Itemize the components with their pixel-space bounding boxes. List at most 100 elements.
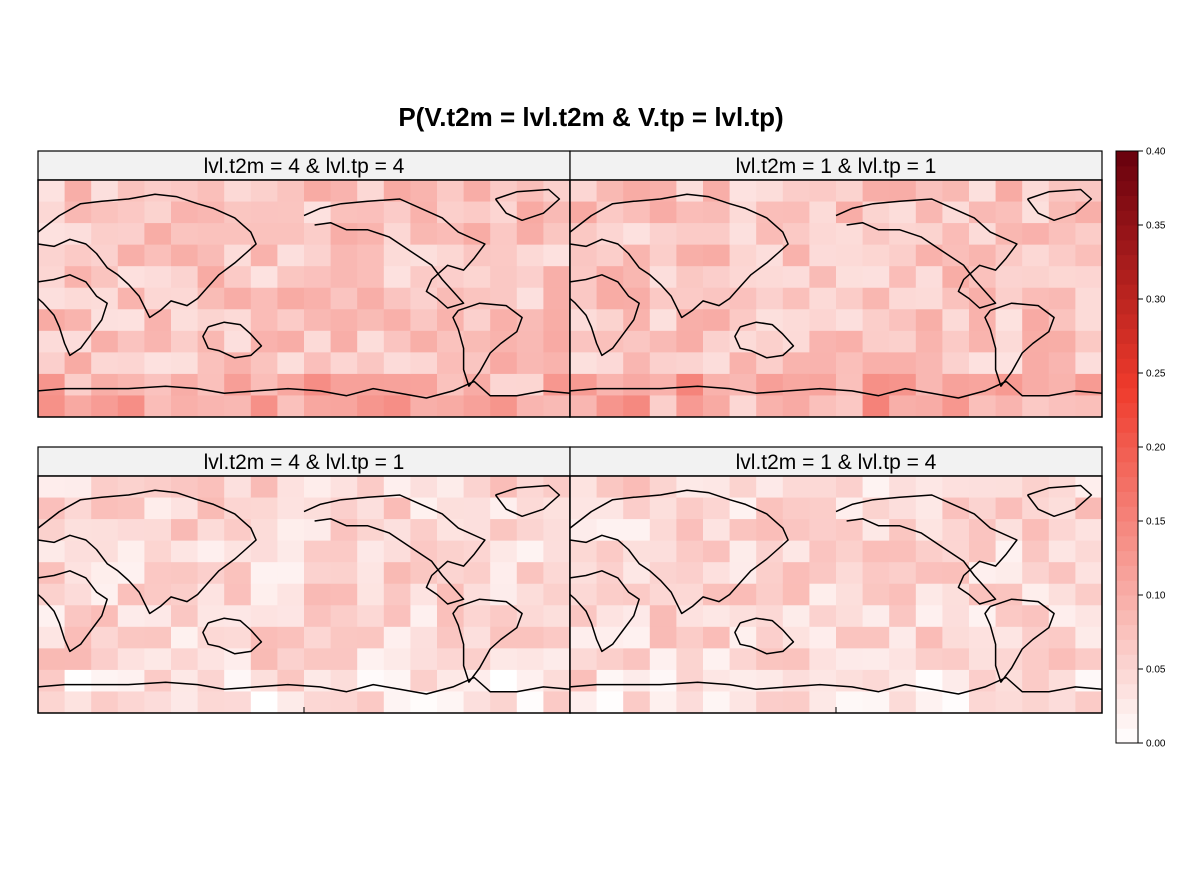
heatmap-cell [463, 691, 491, 714]
heatmap-cell [836, 352, 863, 375]
heatmap-cell [437, 266, 464, 289]
colorbar-tick-label: 0.15 [1146, 517, 1166, 528]
heatmap-cell [250, 540, 278, 563]
heatmap-cell [942, 287, 970, 310]
heatmap-cell [197, 330, 225, 353]
heatmap-cell [889, 669, 917, 692]
heatmap-cell [942, 309, 970, 332]
heatmap-cell [1022, 352, 1050, 375]
heatmap-cell [782, 476, 810, 498]
heatmap-cell [809, 626, 837, 649]
heatmap-cell [197, 691, 225, 714]
heatmap-cell [383, 626, 411, 649]
heatmap-cell [703, 669, 730, 692]
heatmap-cell [516, 244, 544, 267]
heatmap-cell [224, 180, 252, 202]
heatmap-cell [703, 691, 730, 714]
heatmap-cell [570, 180, 597, 202]
heatmap-cell [277, 180, 305, 202]
heatmap-cell [703, 605, 730, 628]
heatmap-cell [64, 395, 92, 418]
heatmap-cell [38, 373, 65, 396]
heatmap-cell [756, 223, 784, 246]
heatmap-cell [623, 180, 651, 202]
heatmap-cell [756, 395, 784, 418]
heatmap-cell [915, 605, 943, 628]
heatmap-cell [623, 669, 651, 692]
heatmap-cell [596, 497, 624, 520]
heatmap-cell [729, 562, 757, 585]
heatmap-cell [809, 583, 837, 606]
heatmap-cell [836, 605, 863, 628]
heatmap-cell [915, 223, 943, 246]
heatmap-cell [437, 330, 464, 353]
heatmap-cell [1048, 691, 1076, 714]
heatmap-cell [463, 626, 491, 649]
heatmap-cell [304, 691, 331, 714]
heatmap-cell [862, 201, 890, 224]
heatmap-cell [277, 201, 305, 224]
panel-strip [37, 446, 571, 477]
heatmap-cell [1048, 605, 1076, 628]
heatmap-cell [889, 519, 917, 542]
colorbar-tick-label: 0.05 [1146, 665, 1166, 676]
heatmap-cell [304, 605, 331, 628]
heatmap-cell [756, 691, 784, 714]
colorbar-step [1116, 313, 1138, 330]
heatmap-cell [437, 309, 464, 332]
heatmap-cell [197, 244, 225, 267]
heatmap-cell [38, 691, 65, 714]
heatmap-cell [995, 395, 1023, 418]
heatmap-cell [969, 201, 996, 224]
heatmap-cell [490, 266, 518, 289]
heatmap-cell [277, 266, 305, 289]
heatmap-cell [516, 309, 544, 332]
heatmap-cell [38, 330, 65, 353]
heatmap-cell [915, 583, 943, 606]
heatmap-cell [437, 605, 464, 628]
heatmap-cell [383, 180, 411, 202]
heatmap-cell [171, 266, 198, 289]
heatmap-cell [410, 395, 438, 418]
heatmap-cell [463, 266, 491, 289]
heatmap-cell [623, 266, 651, 289]
heatmap-cell [543, 373, 571, 396]
heatmap-cell [809, 180, 837, 202]
heatmap-cell [516, 583, 544, 606]
heatmap-cell [676, 395, 704, 418]
heatmap-cell [862, 223, 890, 246]
heatmap-cell [543, 395, 571, 418]
heatmap-cell [969, 395, 996, 418]
heatmap-cell [91, 287, 119, 310]
heatmap-cell [1022, 605, 1050, 628]
heatmap-cell [862, 287, 890, 310]
heatmap-cell [410, 244, 438, 267]
heatmap-cell [117, 605, 145, 628]
heatmap-cell [64, 583, 92, 606]
heatmap-cell [1022, 244, 1050, 267]
heatmap-cell [490, 180, 518, 202]
colorbar-step [1116, 713, 1138, 729]
colorbar: 0.00 0.05 0.10 0.15 0.20 0.25 0.30 0.35 0.40 [1115, 147, 1166, 750]
heatmap-cell [38, 352, 65, 375]
panel-strip [37, 150, 571, 181]
heatmap-cell [516, 691, 544, 714]
heatmap-cell [197, 180, 225, 202]
heatmap-cell [1022, 669, 1050, 692]
panel-2: lvl.t2m = 1 & lvl.tp = 1 [569, 150, 1103, 418]
heatmap-cell [703, 201, 730, 224]
heatmap-cell [729, 309, 757, 332]
heatmap-cell [570, 476, 597, 498]
heatmap-cell [623, 562, 651, 585]
heatmap-cell [782, 266, 810, 289]
heatmap-cell [596, 244, 624, 267]
heatmap-cell [862, 373, 890, 396]
heatmap-cell [596, 648, 624, 671]
colorbar-tick-label: 0.25 [1146, 369, 1166, 380]
heatmap-cell [649, 497, 677, 520]
coastline [452, 598, 523, 683]
heatmap-cell [969, 180, 996, 202]
heatmap-cell [596, 201, 624, 224]
heatmap-cell [277, 309, 305, 332]
heatmap-cell [1075, 583, 1103, 606]
